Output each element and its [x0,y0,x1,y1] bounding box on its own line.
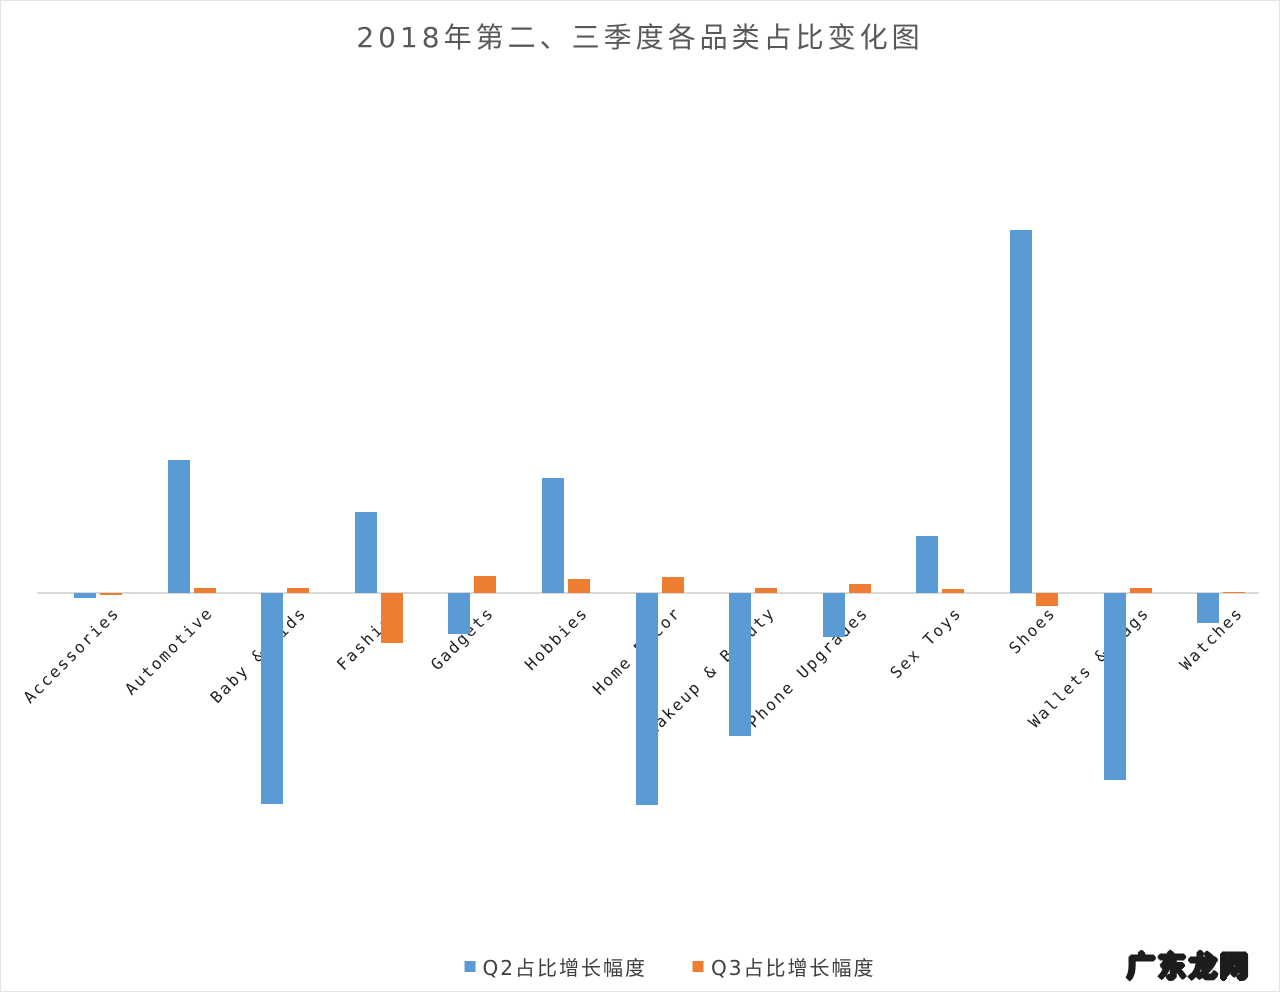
bar-q3-phone-upgrades [848,584,871,593]
bar-q2-hobbies [542,478,564,593]
bar-q3-automotive [193,588,216,593]
bar-q3-sex-toys [942,589,965,593]
bar-q2-wallets-bags [1103,593,1126,780]
legend-item-q2: Q2占比增长幅度 [464,952,647,981]
bar-q2-home-decor [635,593,658,805]
bar-q2-phone-upgrades [822,593,845,637]
bar-q3-fashion [380,593,403,643]
chart-title: 2018年第二、三季度各品类占比变化图 [356,21,924,54]
bar-q2-baby-kids [261,593,284,804]
watermark: 广东龙网 [1126,949,1251,984]
x-axis-label-sex-toys: Sex Toys [886,603,966,683]
bar-q3-home-decor [661,577,684,593]
bar-q2-makeup-beauty [729,593,752,736]
bar-q3-shoes [1036,593,1058,606]
x-axis-label-hobbies: Hobbies [520,603,592,675]
bar-q2-watches [1197,593,1220,623]
bar-q2-gadgets [448,593,471,634]
legend-swatch-q2-icon [464,961,476,972]
x-axis-label-automotive: Automotive [121,603,218,699]
x-axis-label-baby-kids: Baby & Kids [206,603,311,707]
bar-q3-accessories [100,593,122,595]
bar-q3-gadgets [474,576,497,593]
bar-q3-baby-kids [287,588,310,593]
bar-q3-makeup-beauty [755,588,778,593]
bar-q2-fashion [354,512,377,593]
x-axis-label-accessories: Accessories [19,603,124,707]
legend-label-q2: Q2占比增长幅度 [482,956,647,980]
bar-q2-automotive [167,460,190,593]
bar-q2-sex-toys [916,536,939,593]
bar-q3-watches [1223,591,1246,593]
x-axis-label-shoes: Shoes [1004,603,1060,658]
bar-q3-wallets-bags [1129,588,1152,593]
bar-q2-accessories [74,593,96,598]
legend: Q2占比增长幅度 Q3占比增长幅度 [464,952,876,981]
bar-q3-hobbies [568,579,590,593]
legend-swatch-q3-icon [693,961,704,972]
bar-q2-shoes [1010,230,1032,593]
legend-item-q3: Q3占比增长幅度 [693,952,875,981]
legend-label-q3: Q3占比增长幅度 [711,956,876,980]
